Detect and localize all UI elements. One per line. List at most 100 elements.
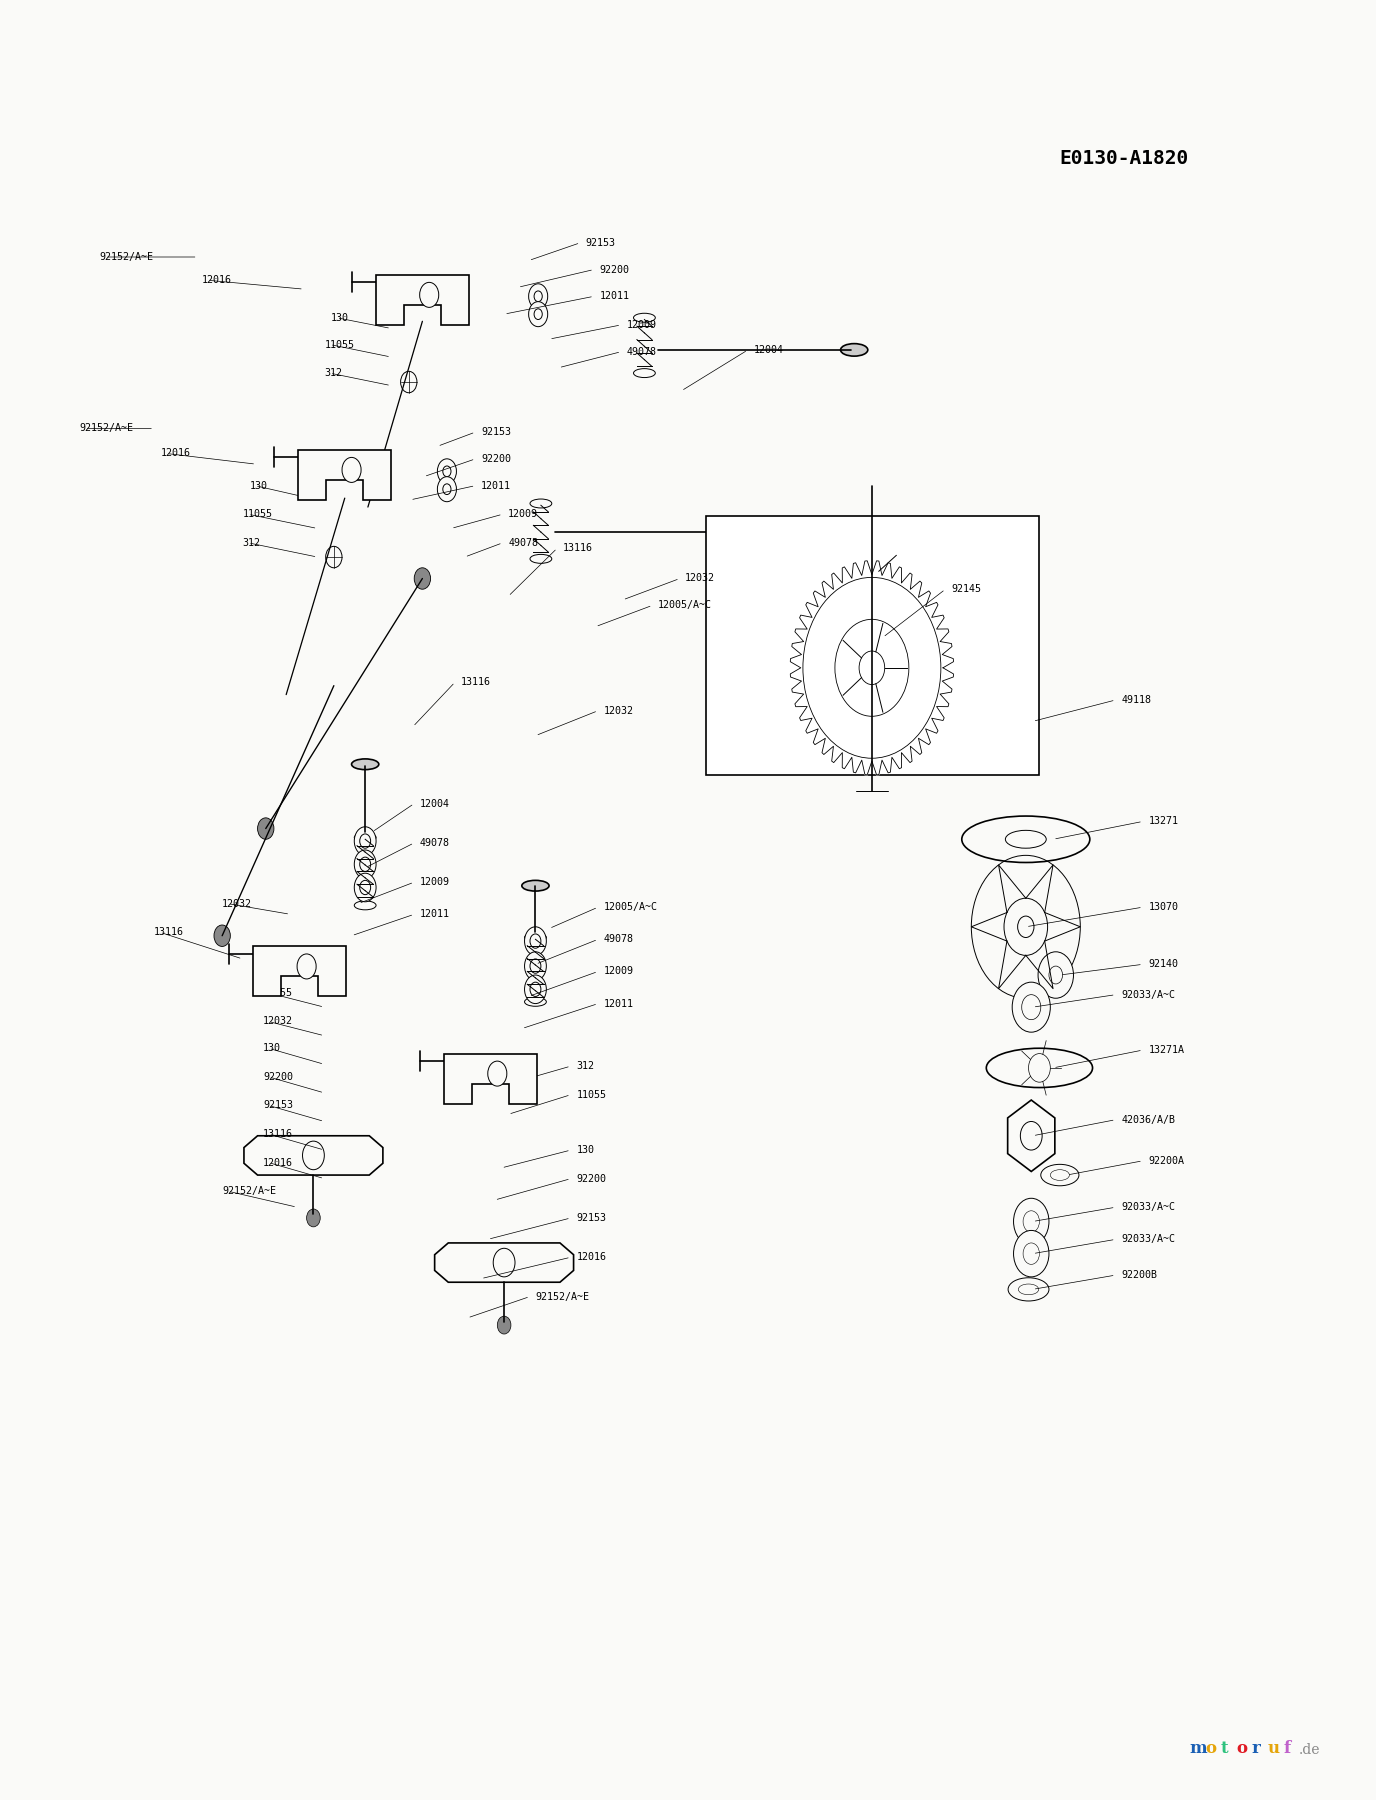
Text: o: o (1205, 1741, 1216, 1757)
Text: 12016: 12016 (161, 448, 191, 459)
Text: 12032: 12032 (604, 706, 633, 716)
Text: 92200: 92200 (482, 454, 510, 464)
Text: r: r (1252, 1741, 1260, 1757)
Text: o: o (1236, 1741, 1247, 1757)
Text: u: u (1267, 1741, 1280, 1757)
Circle shape (1014, 1199, 1049, 1246)
Text: 312: 312 (577, 1062, 594, 1071)
Text: 49078: 49078 (420, 837, 450, 848)
Text: 12009: 12009 (604, 967, 633, 976)
Circle shape (487, 1062, 506, 1085)
Text: 92152/A~E: 92152/A~E (222, 1186, 277, 1197)
Text: 12016: 12016 (577, 1253, 607, 1262)
Text: 13116: 13116 (461, 677, 490, 688)
Text: 92152/A~E: 92152/A~E (80, 423, 133, 434)
Circle shape (414, 567, 431, 589)
Text: 12005/A~C: 12005/A~C (658, 599, 711, 610)
Ellipse shape (633, 313, 655, 322)
Text: 92152/A~E: 92152/A~E (535, 1292, 589, 1301)
Circle shape (438, 477, 457, 502)
Circle shape (524, 927, 546, 956)
Ellipse shape (987, 1048, 1093, 1087)
Circle shape (497, 1316, 510, 1334)
Circle shape (297, 954, 316, 979)
Circle shape (354, 826, 376, 855)
Circle shape (420, 283, 439, 308)
Ellipse shape (522, 880, 549, 891)
Circle shape (354, 873, 376, 902)
Text: 12016: 12016 (263, 1157, 293, 1168)
Text: 92145: 92145 (951, 585, 981, 594)
Bar (706, 517, 1039, 776)
Ellipse shape (354, 900, 376, 909)
Text: 130: 130 (577, 1145, 594, 1156)
Circle shape (524, 952, 546, 981)
Ellipse shape (1009, 1278, 1049, 1301)
Circle shape (215, 925, 230, 947)
Text: 13070: 13070 (1149, 902, 1178, 913)
Text: 92200A: 92200A (1149, 1156, 1185, 1166)
Text: 49078: 49078 (604, 934, 633, 945)
Text: 12011: 12011 (604, 999, 633, 1008)
Text: 11055: 11055 (325, 340, 354, 349)
Circle shape (400, 371, 417, 392)
Text: 49078: 49078 (508, 538, 538, 547)
Circle shape (524, 976, 546, 1004)
Text: 312: 312 (263, 959, 281, 968)
Polygon shape (376, 275, 469, 324)
Text: 11055: 11055 (263, 988, 293, 997)
Polygon shape (790, 562, 954, 774)
Ellipse shape (633, 369, 655, 378)
Text: 92200: 92200 (263, 1071, 293, 1082)
Text: 312: 312 (325, 367, 343, 378)
Text: 92153: 92153 (586, 238, 616, 248)
Ellipse shape (354, 833, 376, 842)
Text: 92200: 92200 (600, 265, 629, 275)
Text: t: t (1221, 1741, 1229, 1757)
Text: 13271: 13271 (1149, 817, 1178, 826)
Text: 12011: 12011 (420, 909, 450, 920)
Text: 92200: 92200 (577, 1174, 607, 1184)
Text: 130: 130 (249, 481, 267, 491)
Polygon shape (253, 947, 347, 997)
Text: 11055: 11055 (577, 1089, 607, 1100)
Circle shape (1004, 898, 1047, 956)
Text: 12004: 12004 (754, 346, 783, 355)
Circle shape (438, 459, 457, 484)
Text: 92152/A~E: 92152/A~E (99, 252, 154, 263)
Circle shape (1038, 952, 1073, 999)
Text: 92153: 92153 (482, 427, 510, 437)
Text: 12005/A~C: 12005/A~C (604, 902, 658, 913)
Text: 13116: 13116 (154, 927, 184, 938)
Text: 11055: 11055 (242, 509, 272, 518)
Ellipse shape (524, 932, 546, 941)
Ellipse shape (530, 554, 552, 563)
Text: 12009: 12009 (508, 509, 538, 518)
Text: 12032: 12032 (263, 1017, 293, 1026)
Text: 92033/A~C: 92033/A~C (1121, 1202, 1175, 1211)
Text: 12016: 12016 (202, 275, 231, 284)
Text: 12032: 12032 (222, 898, 252, 909)
Text: 12011: 12011 (482, 481, 510, 491)
Circle shape (326, 547, 343, 567)
Text: 312: 312 (242, 538, 260, 547)
Circle shape (528, 302, 548, 326)
Circle shape (1014, 1231, 1049, 1276)
Ellipse shape (841, 344, 868, 356)
Ellipse shape (530, 499, 552, 508)
Circle shape (257, 817, 274, 839)
Ellipse shape (351, 760, 378, 770)
Text: 92140: 92140 (1149, 959, 1178, 968)
Polygon shape (444, 1053, 537, 1103)
Text: 49118: 49118 (1121, 695, 1152, 706)
Text: 42036/A/B: 42036/A/B (1121, 1114, 1175, 1125)
Text: 12004: 12004 (420, 799, 450, 808)
Circle shape (307, 1210, 321, 1228)
Text: f: f (1284, 1741, 1291, 1757)
Text: .de: .de (1299, 1744, 1321, 1757)
Text: 12032: 12032 (685, 574, 716, 583)
Text: 12009: 12009 (626, 320, 656, 329)
Circle shape (528, 284, 548, 310)
Ellipse shape (524, 997, 546, 1006)
Text: 92033/A~C: 92033/A~C (1121, 1235, 1175, 1244)
